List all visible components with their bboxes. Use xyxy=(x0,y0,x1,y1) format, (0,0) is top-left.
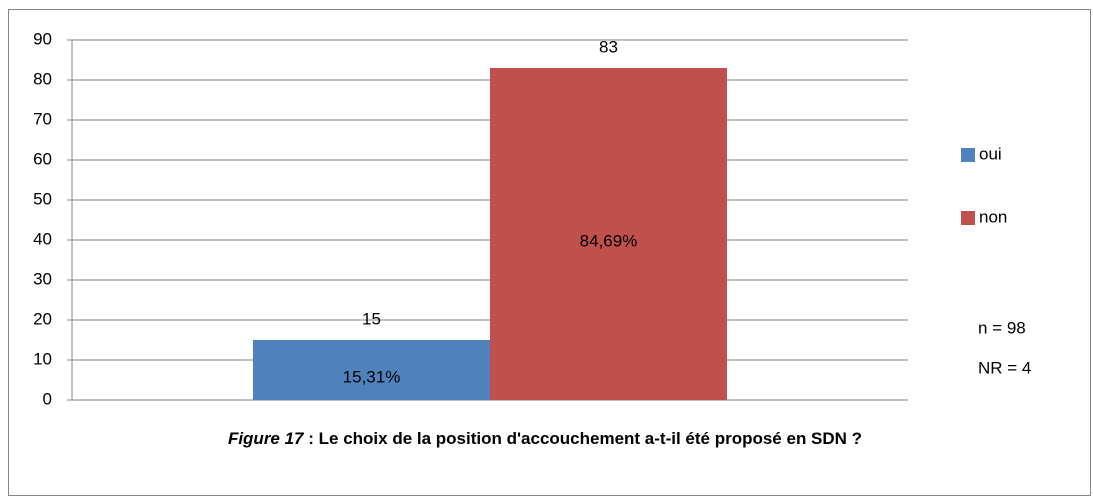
y-tick-label: 70 xyxy=(33,109,52,128)
share-label: 84,69% xyxy=(580,231,638,250)
y-tick-label: 50 xyxy=(33,189,52,208)
legend-swatch xyxy=(961,148,975,162)
title-text: : Le choix de la position d'accouchement… xyxy=(303,429,863,448)
chart-frame xyxy=(8,9,1091,496)
y-tick-label: 60 xyxy=(33,149,52,168)
share-label: 15,31% xyxy=(343,367,401,386)
legend-swatch xyxy=(961,211,975,225)
bar xyxy=(252,340,490,400)
data-label: 83 xyxy=(599,37,618,56)
legend-label: non xyxy=(979,207,1007,226)
chart-title: Figure 17 : Le choix de la position d'ac… xyxy=(180,424,910,454)
legend-label: oui xyxy=(979,144,1002,163)
y-tick-label: 90 xyxy=(33,29,52,48)
annotation: n = 98 xyxy=(978,318,1026,337)
y-tick-label: 30 xyxy=(33,269,52,288)
annotation: NR = 4 xyxy=(978,358,1031,377)
y-tick-label: 10 xyxy=(33,349,52,368)
data-label: 15 xyxy=(362,309,381,328)
title-prefix: Figure 17 xyxy=(227,429,304,448)
y-tick-label: 80 xyxy=(33,69,52,88)
bar xyxy=(490,68,728,400)
y-tick-label: 40 xyxy=(33,229,52,248)
y-tick-label: 20 xyxy=(33,309,52,328)
y-tick-label: 0 xyxy=(43,389,52,408)
